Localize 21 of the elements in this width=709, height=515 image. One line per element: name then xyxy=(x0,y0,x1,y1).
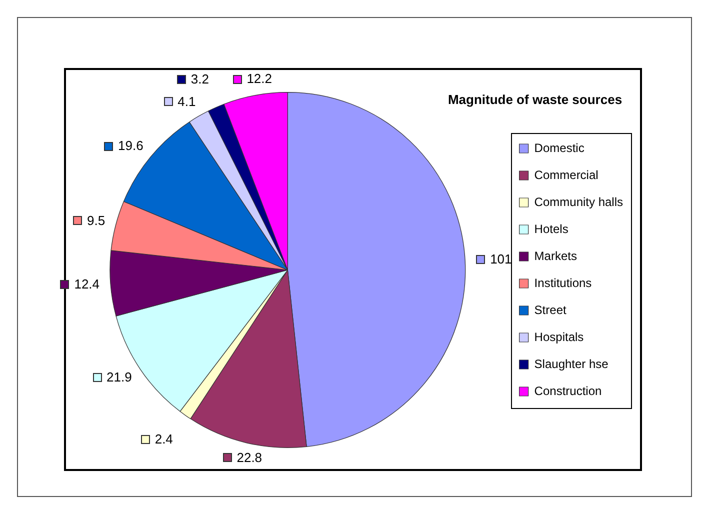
text: Magnitude of waste sources xyxy=(448,92,622,108)
data-label: 2.4 xyxy=(154,431,173,446)
legend-label: Community halls xyxy=(534,194,624,209)
data-label: 21.9 xyxy=(106,370,132,385)
legend-label: Markets xyxy=(534,248,577,263)
legend-label: Hotels xyxy=(534,222,568,236)
data-label: 4.1 xyxy=(178,94,196,109)
legend-label: Commercial xyxy=(534,168,598,182)
legend-label: Hospitals xyxy=(534,330,584,344)
legend-label: Construction xyxy=(534,384,602,398)
data-label: 12.4 xyxy=(74,276,100,292)
legend-label: Institutions xyxy=(534,276,592,290)
data-label: 101 xyxy=(490,251,512,266)
data-label: 19.6 xyxy=(118,138,144,154)
data-label: 12.2 xyxy=(246,71,272,86)
data-label: 22.8 xyxy=(236,450,262,465)
legend-label: Domestic xyxy=(534,140,584,155)
legend-label: Street xyxy=(534,302,567,317)
legend-label: Slaughter hse xyxy=(534,356,609,371)
data-label: 3.2 xyxy=(190,71,209,86)
data-label: 9.5 xyxy=(87,213,106,228)
